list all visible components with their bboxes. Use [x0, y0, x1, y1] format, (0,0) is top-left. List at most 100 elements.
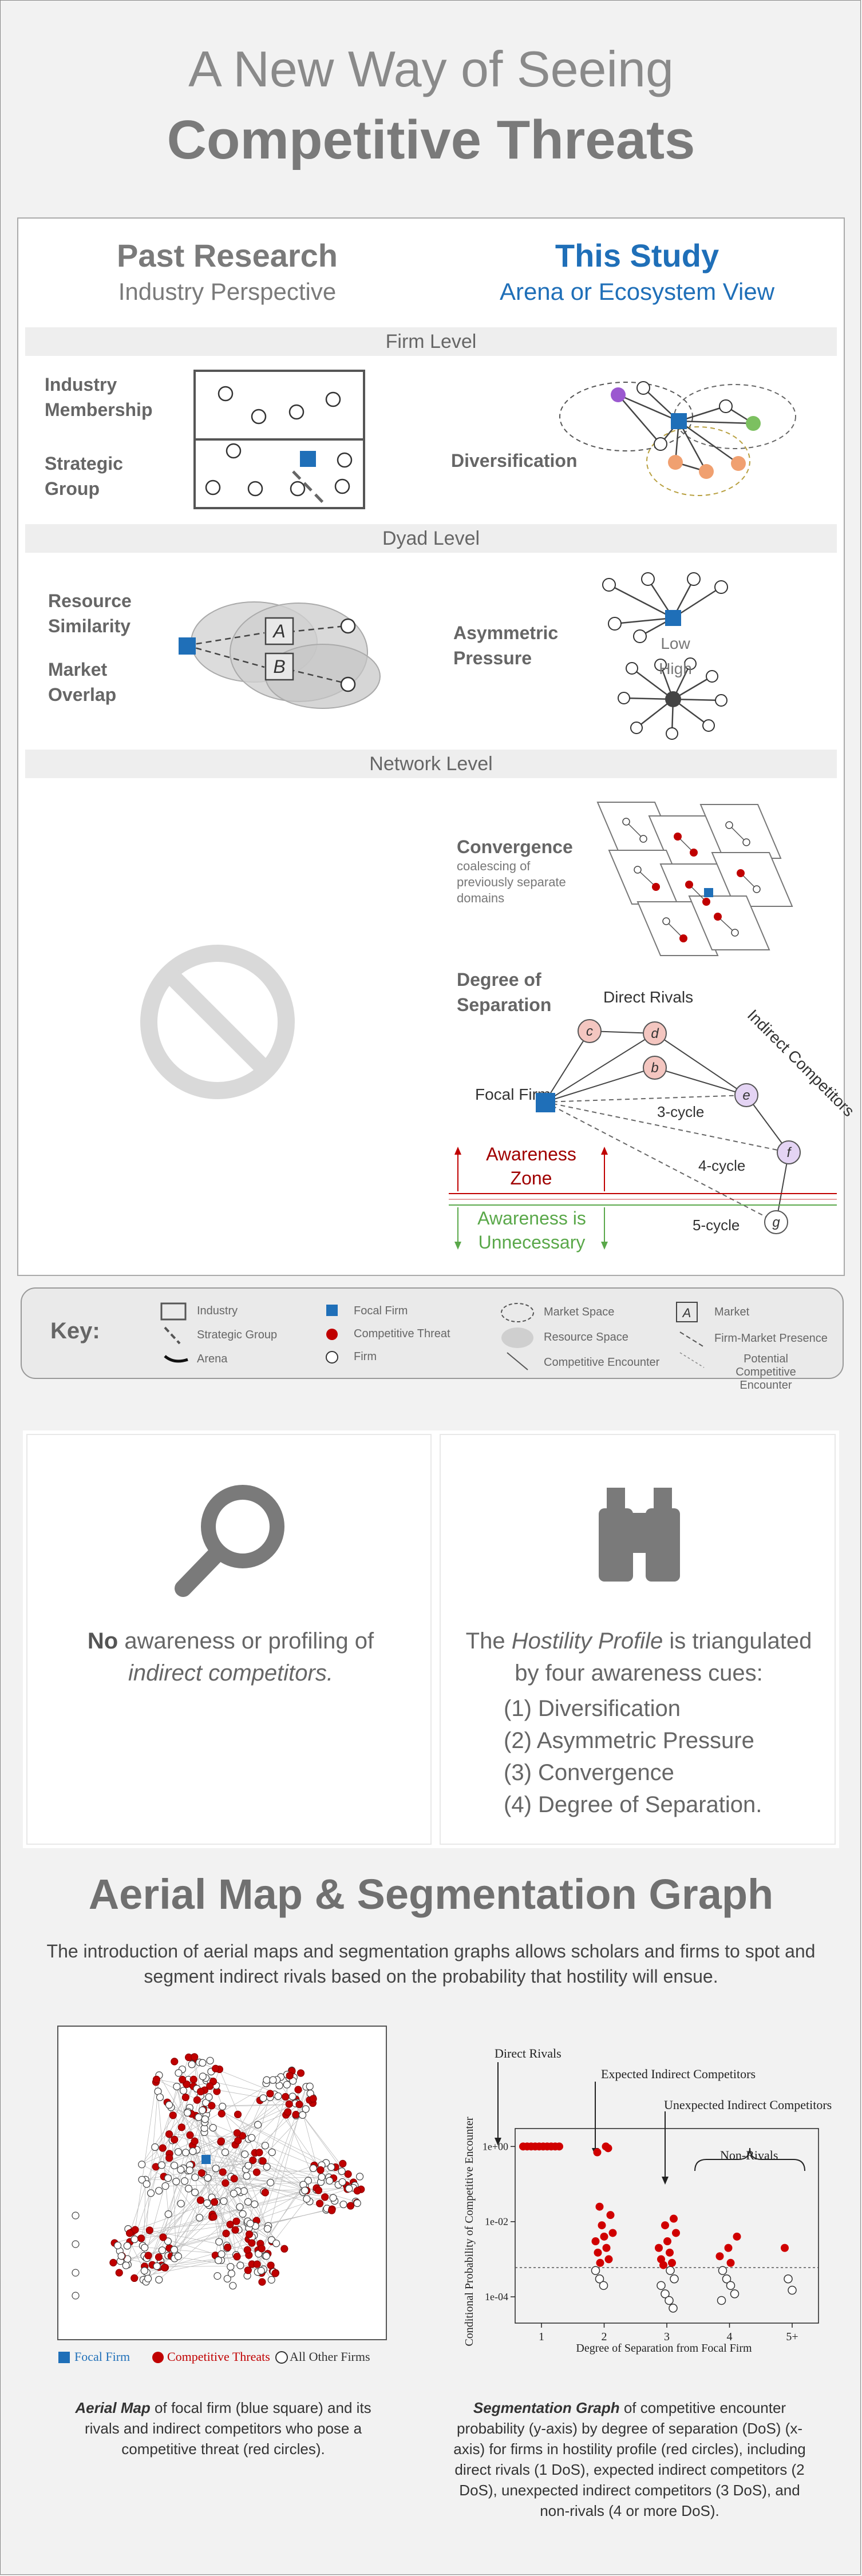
firm-node — [298, 2111, 307, 2119]
threat-point — [724, 2244, 733, 2252]
threat-node — [196, 2087, 205, 2096]
threat-node — [212, 2064, 220, 2072]
firm-node — [229, 2282, 237, 2290]
threat-node — [249, 2156, 257, 2165]
threat-node — [317, 2166, 325, 2174]
segmentation-graph: Direct Rivals Expected Indirect Competit… — [463, 2046, 832, 2355]
firm-node — [339, 2200, 347, 2209]
cycle-4-label: 4-cycle — [698, 1157, 745, 1174]
network-edge — [141, 2086, 177, 2238]
other-firm-point — [730, 2289, 740, 2298]
threat-point — [555, 2142, 563, 2151]
isolated-firm-node — [72, 2240, 80, 2248]
firm-node — [205, 2093, 213, 2101]
threat-point — [593, 2148, 602, 2157]
other-firm-point — [661, 2289, 670, 2298]
cue-item: (1) Diversification — [504, 1696, 681, 1721]
firm-node — [219, 2102, 227, 2111]
firm-node — [209, 2124, 217, 2132]
threat-point — [598, 2221, 606, 2230]
firm-node — [263, 2163, 271, 2171]
key-competitive-encounter: Competitive Encounter — [544, 1356, 660, 1369]
threat-node — [181, 2093, 189, 2102]
hostility-profile-intro: The Hostility Profile is triangulated by… — [452, 1625, 825, 1689]
firm-node — [189, 2147, 197, 2155]
threat-node — [197, 2169, 205, 2177]
x-tick-label: 3 — [664, 2331, 670, 2343]
other-firm-point — [599, 2281, 608, 2290]
firm-node — [113, 2241, 122, 2249]
node-b: b — [651, 1060, 658, 1076]
network-edge — [270, 2097, 321, 2170]
market-overlap-label: Market Overlap — [48, 659, 117, 705]
cue-item: (3) Convergence — [504, 1760, 674, 1785]
firm-node — [204, 2174, 212, 2182]
other-firm-point — [717, 2296, 726, 2305]
network-edge — [143, 2165, 191, 2280]
threat-point — [715, 2252, 724, 2261]
key-competitive-threat: Competitive Threat — [354, 1327, 450, 1340]
firm-node — [177, 2166, 185, 2174]
firm-node — [244, 2198, 252, 2206]
awareness-zone-label: Awareness Zone — [486, 1144, 576, 1188]
firm-node — [144, 2274, 152, 2282]
no-awareness-bold: No — [87, 1628, 118, 1654]
threat-node — [165, 2130, 173, 2138]
threat-point — [604, 2255, 613, 2264]
threat-node — [280, 2245, 288, 2253]
legend-competitive-threats: Competitive Threats — [167, 2349, 270, 2364]
firm-node — [214, 2256, 223, 2264]
network-edge — [225, 2152, 255, 2205]
threat-node — [232, 2217, 240, 2225]
threat-node — [125, 2229, 134, 2237]
firm-node — [122, 2261, 130, 2269]
asymmetric-pressure-diagram: Low High — [602, 572, 728, 740]
aerial-caption: Aerial Map of focal firm (blue square) a… — [57, 2397, 389, 2459]
network-edge — [165, 2182, 343, 2186]
firm-node — [143, 2180, 151, 2188]
network-edge — [234, 2178, 264, 2192]
node-e: e — [742, 1088, 750, 1103]
threat-node — [189, 2075, 197, 2083]
threat-node — [210, 2198, 219, 2206]
network-edge — [171, 2107, 202, 2173]
threat-point — [655, 2244, 663, 2252]
firm-level-past: Industry Membership Strategic Group — [25, 359, 429, 520]
threat-node — [353, 2187, 361, 2195]
network-edge — [159, 2115, 303, 2268]
network-edge — [172, 2140, 176, 2255]
threat-node — [309, 2095, 317, 2103]
firm-node — [301, 2186, 309, 2194]
firm-node — [269, 2076, 277, 2084]
dyad-level-past: Resource Similarity Market Overlap A B — [25, 556, 429, 745]
threat-node — [271, 2269, 279, 2277]
firm-node — [165, 2101, 173, 2109]
key-market-letter: A — [682, 1306, 691, 1320]
firm-node — [306, 2082, 314, 2090]
threat-point — [781, 2244, 789, 2252]
key-potential-competitive-encounter: Potential Competitive Encounter — [736, 1353, 796, 1392]
threat-node — [294, 2086, 302, 2094]
firm-node — [227, 2269, 235, 2277]
network-edge — [225, 2183, 236, 2255]
this-study-subtitle: Arena or Ecosystem View — [499, 278, 775, 305]
firm-node — [326, 2177, 334, 2185]
key-resource-space: Resource Space — [544, 1331, 628, 1344]
firm-node — [173, 2082, 181, 2091]
node-d: d — [651, 1026, 659, 1041]
firm-node — [329, 2194, 337, 2202]
threat-node — [145, 2226, 153, 2234]
firm-node — [164, 2210, 172, 2218]
key-symbols: A — [160, 1302, 705, 1370]
magnifier-icon — [175, 1485, 284, 1597]
firm-node — [138, 2175, 146, 2184]
firm-node — [151, 2143, 159, 2151]
threat-node — [233, 2253, 241, 2261]
annotation-non-rivals: Non-Rivals — [720, 2148, 778, 2162]
y-tick-label: 1e-04 — [485, 2291, 508, 2302]
cue-item: (4) Degree of Separation. — [504, 1792, 762, 1817]
threat-node — [137, 2234, 145, 2242]
threat-node — [245, 2230, 254, 2238]
firm-node — [201, 2115, 209, 2123]
threat-node — [183, 2080, 191, 2088]
